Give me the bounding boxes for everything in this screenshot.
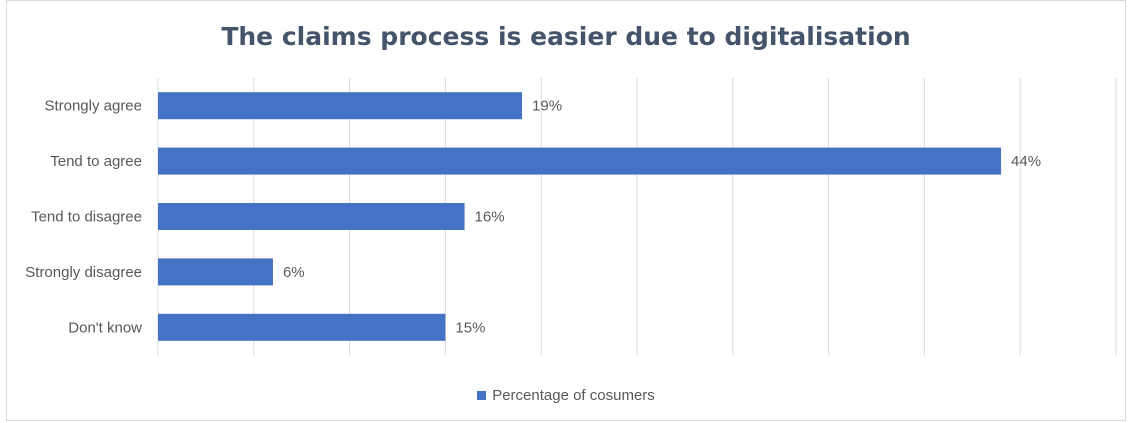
bar bbox=[158, 203, 465, 230]
category-label: Strongly agree bbox=[44, 98, 142, 115]
category-label: Don't know bbox=[68, 319, 142, 336]
value-label: 6% bbox=[283, 264, 305, 281]
bar bbox=[158, 92, 523, 120]
legend-label: Percentage of cosumers bbox=[492, 387, 655, 404]
bar bbox=[158, 258, 273, 286]
legend-swatch bbox=[477, 391, 487, 400]
bar bbox=[158, 147, 1002, 175]
value-label: 19% bbox=[532, 98, 562, 115]
category-label: Strongly disagree bbox=[25, 264, 142, 281]
bar bbox=[158, 313, 446, 341]
bars bbox=[158, 92, 1002, 341]
legend: Percentage of cosumers bbox=[0, 387, 1132, 404]
category-labels: Strongly agree Tend to agree Tend to disag… bbox=[25, 98, 142, 337]
grid-lines bbox=[157, 78, 1117, 355]
category-label: Tend to agree bbox=[50, 153, 142, 170]
chart-title: The claims process is easier due to digi… bbox=[221, 22, 911, 51]
category-label: Tend to disagree bbox=[31, 209, 142, 226]
value-label: 16% bbox=[475, 209, 505, 226]
value-label: 44% bbox=[1011, 153, 1041, 170]
value-label: 15% bbox=[455, 319, 485, 336]
value-labels: 19% 44% 16% 6% 15% bbox=[283, 98, 1041, 337]
